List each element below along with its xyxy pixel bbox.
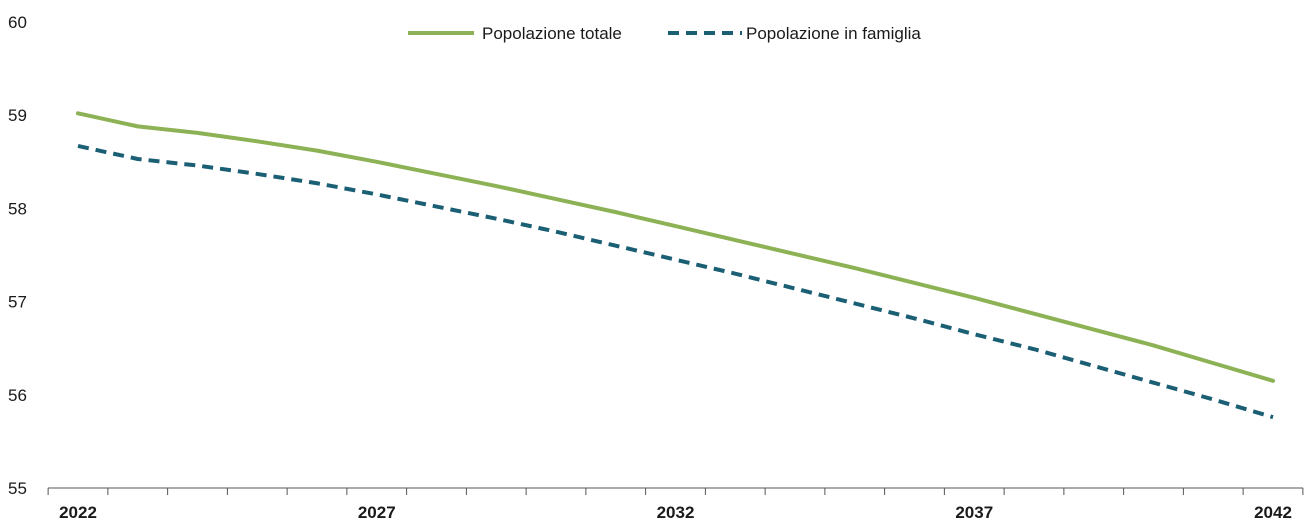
y-tick-label: 58: [8, 199, 27, 218]
x-tick-label: 2042: [1254, 503, 1292, 522]
y-tick-label: 55: [8, 479, 27, 498]
series-line-popolazione-in-famiglia: [77, 144, 1274, 420]
x-tick-label: 2037: [955, 503, 993, 522]
x-tick-label: 2027: [358, 503, 396, 522]
legend-label-popolazione-in-famiglia: Popolazione in famiglia: [746, 24, 921, 43]
series-lines: [76, 111, 1275, 420]
legend: Popolazione totale Popolazione in famigl…: [408, 24, 921, 43]
axes: 2022 2027 2032 2037 2042 55 56 57 58 59 60: [8, 13, 1304, 522]
y-tick-label: 57: [8, 293, 27, 312]
x-tick-label: 2032: [657, 503, 695, 522]
series-line-popolazione-totale: [76, 111, 1275, 383]
y-tick-label: 56: [8, 386, 27, 405]
y-tick-label: 60: [8, 13, 27, 32]
y-tick-label: 59: [8, 106, 27, 125]
x-tick-label: 2022: [59, 503, 97, 522]
legend-label-popolazione-totale: Popolazione totale: [482, 24, 622, 43]
